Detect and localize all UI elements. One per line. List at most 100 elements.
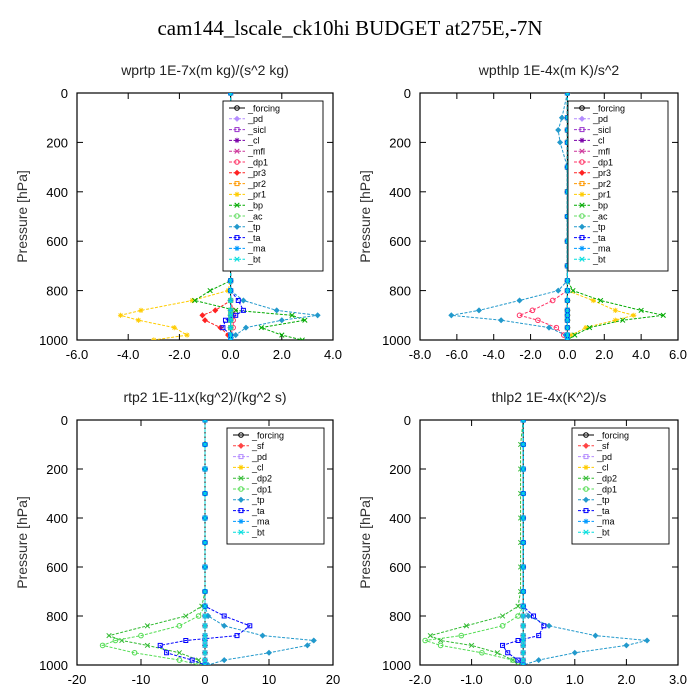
- series-line-tp: [451, 93, 568, 340]
- legend-label: _dp1: [596, 484, 617, 494]
- legend-marker: [579, 148, 585, 154]
- legend-label: _cl: [251, 463, 264, 473]
- data-point-bt: [564, 332, 571, 338]
- legend-marker: [234, 181, 240, 187]
- y-tick-label: 800: [46, 284, 68, 299]
- data-point-bt: [227, 297, 234, 304]
- data-point-tp: [221, 657, 228, 664]
- legend-label: _cl: [247, 136, 260, 146]
- data-point-bt: [227, 317, 234, 323]
- data-point-dp1: [516, 312, 523, 319]
- data-point-dp1: [131, 649, 138, 656]
- data-point-dp1: [176, 623, 183, 629]
- data-point-dp2: [499, 613, 506, 619]
- data-point-bp: [289, 312, 295, 318]
- data-point-bt: [202, 632, 208, 639]
- legend-marker: [234, 148, 240, 154]
- data-point-pr3: [199, 312, 206, 319]
- legend-marker: [583, 486, 589, 492]
- data-point-dp2: [468, 642, 475, 649]
- chart-panel-3: rtp2 1E-11x(kg^2)/(kg^2 s) Pressure [hPa]…: [14, 389, 340, 687]
- legend-marker: [237, 442, 245, 449]
- data-point-dp1: [499, 623, 506, 629]
- data-point-bt: [202, 650, 208, 656]
- data-point-dp1: [535, 317, 541, 324]
- data-point-bp: [258, 324, 264, 331]
- data-point-dp2: [494, 650, 501, 656]
- data-point-tp: [310, 637, 317, 644]
- legend: _forcing_sf_pd_cl_dp2_dp1_tp_ta_ma_bt: [226, 427, 325, 545]
- data-point-bt: [227, 332, 234, 338]
- legend-label: _tp: [596, 495, 610, 505]
- data-point-tp: [571, 649, 578, 656]
- legend-marker: [234, 235, 240, 241]
- plot-frame: [76, 92, 334, 341]
- chart-title: rtp2 1E-11x(kg^2)/(kg^2 s): [123, 389, 286, 405]
- series-group: [99, 420, 317, 665]
- data-point-bt: [520, 623, 526, 629]
- x-tick-label: 20: [326, 672, 340, 687]
- x-tick-label: 2.0: [273, 347, 291, 362]
- legend-label: _forcing: [592, 103, 625, 113]
- data-point-dp1: [549, 297, 556, 304]
- data-point-bt: [202, 564, 208, 570]
- y-tick-label: 200: [46, 135, 68, 150]
- data-point-bp: [302, 317, 308, 323]
- data-point-ta: [515, 638, 521, 643]
- data-point-ta: [515, 657, 521, 663]
- legend: _forcing_pd_sicl_cl_mfl_dp1_pr3_pr2_pr1_…: [567, 100, 669, 272]
- x-tick-label: -4.0: [117, 347, 139, 362]
- legend-marker: [238, 432, 244, 438]
- data-point-dp1: [422, 637, 428, 644]
- data-point-ta: [234, 633, 240, 639]
- data-point-bt: [520, 588, 526, 595]
- legend-label: _cl: [592, 136, 605, 146]
- data-point-dp2: [106, 632, 112, 639]
- data-point-pr1: [189, 297, 195, 304]
- data-point-tp: [516, 297, 523, 304]
- x-tick-label: 0.0: [222, 347, 240, 362]
- chart-panel-2: wpthlp 1E-4x(m K)/s^2 Pressure [hPa] 0 200 4…: [357, 62, 687, 362]
- data-point-ta: [157, 642, 163, 648]
- legend-label: _ta: [592, 233, 606, 243]
- legend-marker: [234, 213, 240, 219]
- data-point-tp: [558, 114, 565, 121]
- data-point-dp2: [176, 650, 183, 656]
- y-tick-label: 0: [61, 86, 68, 101]
- data-point-pr1: [631, 312, 637, 318]
- data-point-dp2: [463, 623, 470, 629]
- legend-label: _pr2: [247, 179, 266, 189]
- data-point-tp: [448, 312, 455, 319]
- data-point-pr1: [117, 312, 124, 318]
- data-point-tp: [475, 307, 482, 314]
- data-point-bt: [202, 603, 208, 609]
- data-point-dp1: [553, 324, 560, 331]
- y-tick-label: 400: [389, 185, 411, 200]
- legend-marker: [238, 518, 244, 524]
- data-point-ta: [183, 638, 189, 643]
- data-point-bp: [620, 317, 626, 323]
- series-line-pr1: [120, 93, 232, 340]
- y-tick-label: 800: [389, 284, 411, 299]
- data-point-pr1: [151, 337, 157, 340]
- legend-marker: [234, 191, 240, 197]
- legend-label: _dp1: [592, 157, 613, 167]
- data-point-ta: [247, 623, 253, 629]
- data-point-bp: [233, 307, 239, 314]
- chart-title: wprtp 1E-7x(m kg)/(s^2 kg): [120, 62, 289, 78]
- data-point-bp: [572, 332, 578, 338]
- data-point-dp1: [458, 632, 465, 639]
- data-point-ta: [189, 657, 195, 663]
- legend-label: _mfl: [247, 147, 265, 157]
- y-tick-label: 0: [404, 413, 411, 428]
- legend-marker: [238, 529, 244, 535]
- data-point-bt: [202, 623, 208, 629]
- x-tick-label: -2.0: [168, 347, 190, 362]
- data-point-bt: [520, 632, 526, 639]
- data-point-tp: [242, 324, 249, 331]
- data-point-ta: [536, 633, 542, 639]
- legend-label: _cl: [596, 463, 609, 473]
- data-point-dp1: [112, 637, 119, 644]
- data-point-ta: [222, 317, 228, 323]
- x-tick-label: -2.0: [519, 347, 541, 362]
